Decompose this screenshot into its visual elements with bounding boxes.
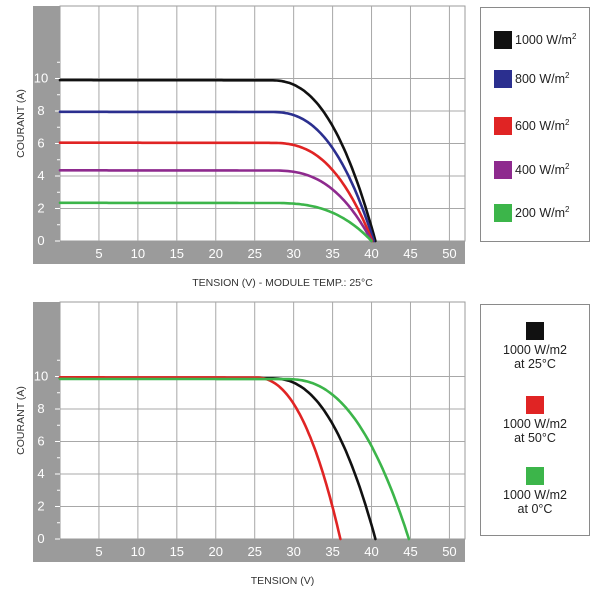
x-axis-title: TENSION (V) <box>251 575 315 587</box>
x-tick-label: 35 <box>325 544 339 559</box>
legend-swatch <box>494 204 512 222</box>
y-axis-title: COURANT (A) <box>15 386 27 455</box>
legend-swatch <box>494 117 512 135</box>
legend-label-line1: 1000 W/m2 <box>503 417 567 431</box>
x-axis-band <box>33 241 465 264</box>
legend-item-0c: 1000 W/m2 at 0°C <box>481 467 589 516</box>
y-tick-label: 10 <box>34 71 48 86</box>
series-line-2 <box>58 377 411 541</box>
y-tick-label: 8 <box>37 401 44 416</box>
legend-swatch <box>494 31 512 49</box>
x-tick-label: 45 <box>403 544 417 559</box>
legend-label-line2: at 50°C <box>514 431 556 445</box>
plot-area <box>59 5 466 242</box>
y-tick-label: 4 <box>37 168 44 183</box>
series-line-1 <box>58 110 376 243</box>
y-tick-label: 6 <box>37 434 44 449</box>
legend-item-600: 600 W/m2 <box>494 116 569 136</box>
legend-label: 1000 W/m2 <box>515 32 577 48</box>
legend-swatch <box>526 322 544 340</box>
x-tick-label: 40 <box>364 544 378 559</box>
x-tick-label: 35 <box>325 246 339 261</box>
series-line-3 <box>58 169 373 243</box>
legend-label: 600 W/m2 <box>515 118 570 134</box>
legend-item-25c: 1000 W/m2 at 25°C <box>481 322 589 371</box>
x-tick-label: 5 <box>95 246 102 261</box>
x-tick-label: 10 <box>131 544 145 559</box>
legend-item-200: 200 W/m2 <box>494 203 569 223</box>
x-tick-label: 50 <box>442 246 456 261</box>
legend-irradiance: 1000 W/m2 800 W/m2 600 W/m2 400 W/m2 200… <box>480 7 590 242</box>
y-axis-band <box>33 302 60 539</box>
x-tick-label: 25 <box>247 544 261 559</box>
x-tick-label: 30 <box>286 544 300 559</box>
x-tick-label: 20 <box>209 544 223 559</box>
legend-label-line1: 1000 W/m2 <box>503 488 567 502</box>
legend-item-800: 800 W/m2 <box>494 69 569 89</box>
legend-item-400: 400 W/m2 <box>494 160 569 180</box>
legend-swatch <box>494 70 512 88</box>
y-tick-label: 10 <box>34 369 48 384</box>
x-tick-label: 45 <box>403 246 417 261</box>
legend-swatch <box>526 467 544 485</box>
series-line-4 <box>58 201 373 243</box>
y-tick-label: 2 <box>37 499 44 514</box>
x-axis-title: TENSION (V) - MODULE TEMP.: 25°C <box>192 277 373 289</box>
y-tick-label: 0 <box>37 531 44 546</box>
x-tick-label: 15 <box>170 544 184 559</box>
legend-label: 400 W/m2 <box>515 162 570 178</box>
legend-label: 200 W/m2 <box>515 205 570 221</box>
legend-item-50c: 1000 W/m2 at 50°C <box>481 396 589 445</box>
y-tick-label: 2 <box>37 201 44 216</box>
x-tick-label: 50 <box>442 544 456 559</box>
legend-swatch <box>494 161 512 179</box>
y-axis-band <box>33 6 60 241</box>
legend-label-line2: at 0°C <box>517 502 553 516</box>
y-axis-title: COURANT (A) <box>15 89 27 158</box>
x-tick-label: 20 <box>209 246 223 261</box>
x-tick-label: 25 <box>247 246 261 261</box>
legend-label-line2: at 25°C <box>514 357 556 371</box>
legend-swatch <box>526 396 544 414</box>
plot-area <box>59 301 466 540</box>
x-axis-band <box>33 539 465 562</box>
x-tick-label: 15 <box>170 246 184 261</box>
series-line-0 <box>58 78 377 243</box>
legend-item-1000: 1000 W/m2 <box>494 30 576 50</box>
chart-temperature: 0 2 4 6 8 10 5 10 15 20 25 30 35 40 45 50 COURANT (A) TEN… <box>15 301 466 587</box>
series-line-1 <box>58 376 342 541</box>
series-line-2 <box>58 141 374 243</box>
legend-label: 800 W/m2 <box>515 71 570 87</box>
x-tick-label: 5 <box>95 544 102 559</box>
legend-temperature: 1000 W/m2 at 25°C 1000 W/m2 at 50°C 1000… <box>480 304 590 536</box>
chart-irradiance: 0 2 4 6 8 10 5 10 15 20 25 30 35 40 45 50 COURANT (A) TEN… <box>15 5 466 289</box>
y-tick-label: 8 <box>37 103 44 118</box>
x-tick-label: 40 <box>364 246 378 261</box>
x-tick-label: 30 <box>286 246 300 261</box>
y-tick-label: 0 <box>37 233 44 248</box>
x-tick-label: 10 <box>131 246 145 261</box>
y-tick-label: 4 <box>37 466 44 481</box>
y-tick-label: 6 <box>37 136 44 151</box>
legend-label-line1: 1000 W/m2 <box>503 343 567 357</box>
